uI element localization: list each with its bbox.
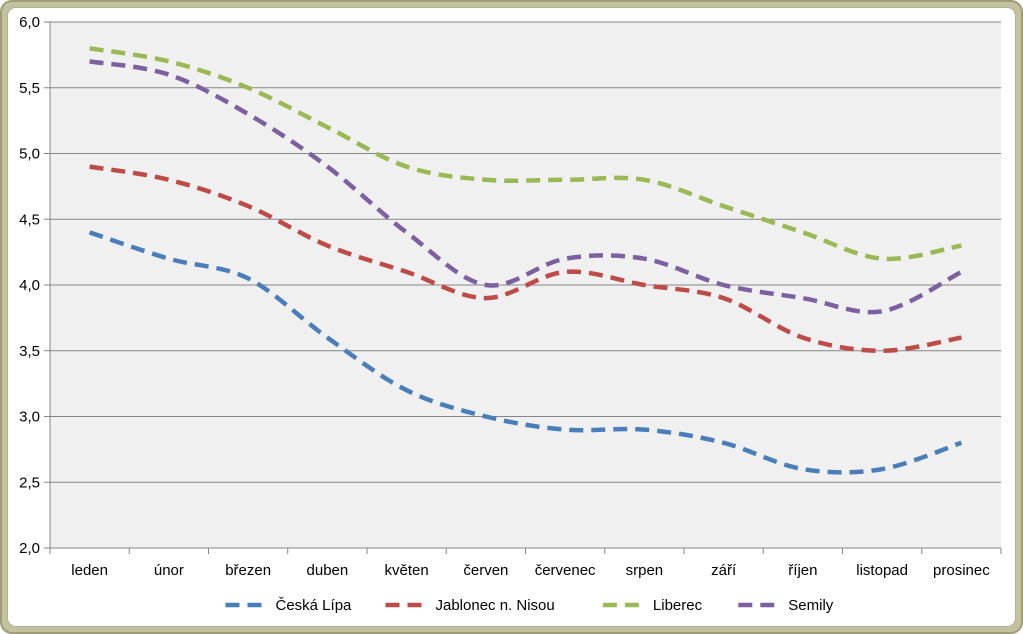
- y-tick-labels: 2,0 2,5 3,0 3,5 4,0 4,5 5,0 5,5 6,0: [19, 14, 40, 557]
- legend-label: Semily: [788, 597, 834, 614]
- legend-label: Česká Lípa: [276, 597, 353, 614]
- x-tick-labels: leden únor březen duben květen červen červenec…: [71, 562, 990, 579]
- x-tick-label: duben: [307, 562, 349, 579]
- x-tick-label: červen: [463, 562, 508, 579]
- y-tick-label: 3,0: [19, 409, 40, 426]
- x-tick-label: březen: [225, 562, 271, 579]
- series-line: [89, 164, 962, 354]
- x-tick-label: červenec: [535, 562, 596, 579]
- x-tick-label: srpen: [626, 562, 664, 579]
- y-tick-label: 2,0: [19, 540, 40, 557]
- legend-label: Liberec: [653, 597, 703, 614]
- legend: Česká Lípa Jablonec n. Nisou Liberec Semily: [225, 597, 834, 614]
- series-line: [89, 59, 963, 315]
- y-tick-label: 4,0: [19, 277, 40, 294]
- x-tick-label: leden: [71, 562, 108, 579]
- x-tick-label: listopad: [856, 562, 908, 579]
- x-tick-label: září: [711, 562, 737, 579]
- y-tick-label: 5,0: [19, 146, 40, 163]
- legend-label: Jablonec n. Nisou: [436, 597, 555, 614]
- x-tick-label: květen: [385, 562, 429, 579]
- x-tick-label: prosinec: [933, 562, 990, 579]
- y-tick-label: 4,5: [19, 211, 40, 228]
- x-tick-label: únor: [154, 562, 184, 579]
- y-tick-label: 6,0: [19, 14, 40, 31]
- series-line: [88, 230, 963, 475]
- y-tick-label: 2,5: [19, 474, 40, 491]
- series-lines: [88, 46, 963, 475]
- y-tick-label: 3,5: [19, 343, 40, 360]
- series-line: [89, 46, 962, 262]
- y-tick-label: 5,5: [19, 80, 40, 97]
- x-tick-label: říjen: [788, 562, 817, 579]
- axes: [44, 21, 1002, 554]
